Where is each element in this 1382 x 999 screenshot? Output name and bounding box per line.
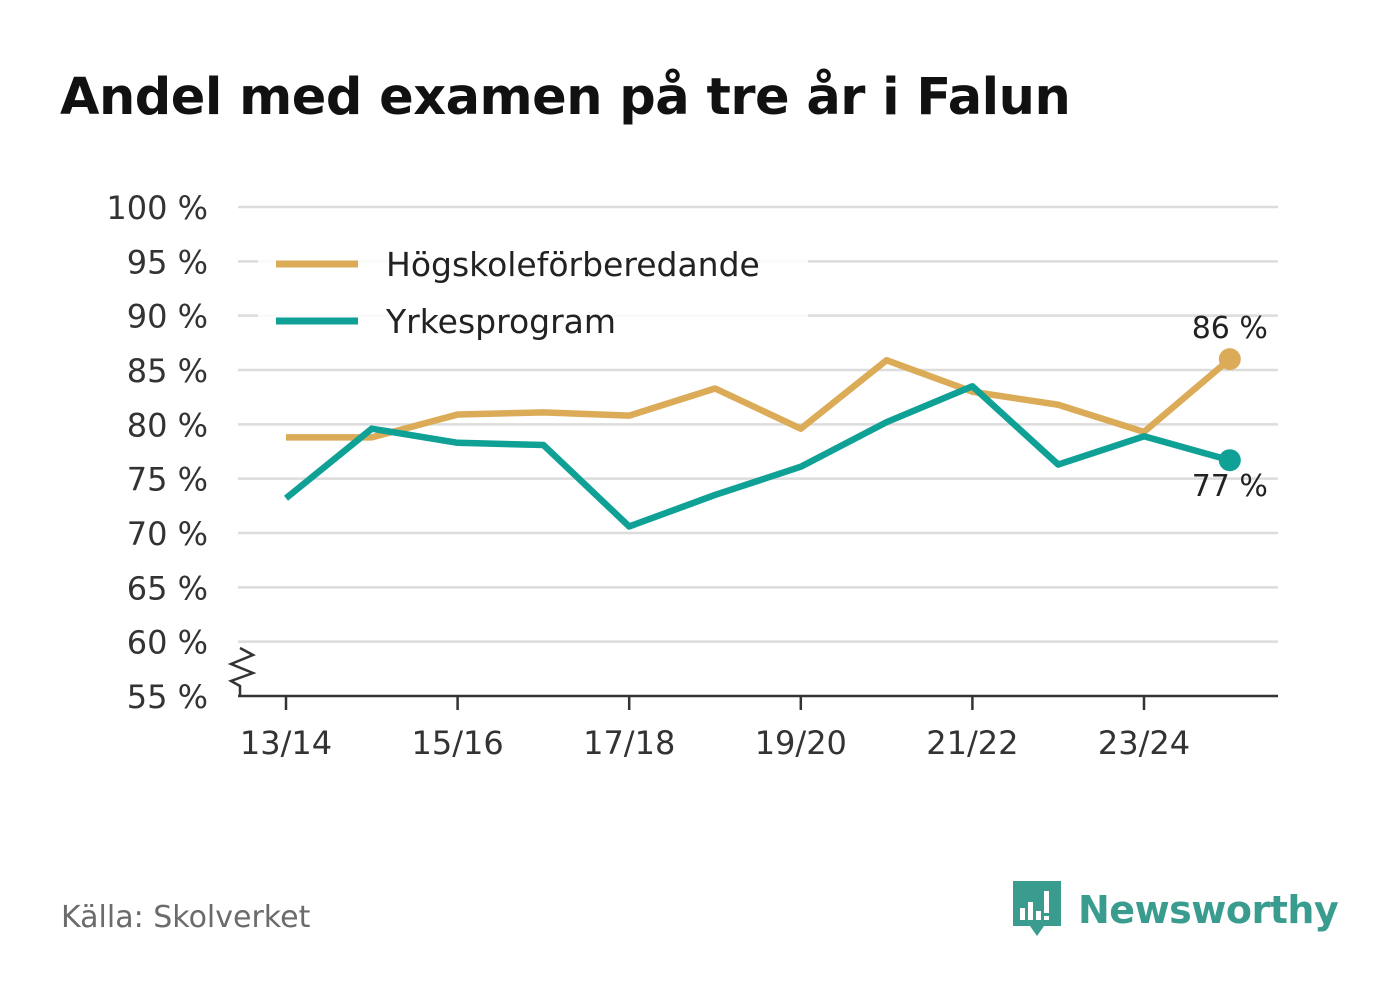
y-tick-label: 65 %	[127, 569, 208, 607]
end-value-label: 86 %	[1192, 311, 1268, 346]
series-end-point	[1218, 449, 1241, 472]
y-tick-label: 55 %	[127, 678, 208, 716]
x-tick-label: 13/14	[240, 724, 332, 762]
legend: Högskoleförberedande Yrkesprogram	[258, 232, 808, 350]
axis-break-icon	[227, 646, 257, 696]
series-end-point	[1218, 348, 1241, 371]
brand-logo: Newsworthy	[1010, 878, 1339, 942]
x-tick-labels: 13/14 15/16 17/18 19/20 21/22 23/24	[240, 724, 1190, 762]
x-axis	[238, 694, 1278, 710]
y-tick-label: 90 %	[127, 298, 208, 336]
series-line	[286, 356, 1232, 441]
series-line	[283, 383, 1231, 530]
legend-background	[258, 232, 808, 350]
x-tick-label: 17/18	[583, 724, 675, 762]
chart-title: Andel med examen på tre år i Falun	[60, 68, 1071, 127]
source-note: Källa: Skolverket	[61, 900, 311, 935]
y-tick-label: 60 %	[127, 624, 208, 662]
legend-label: Yrkesprogram	[385, 302, 616, 341]
y-tick-label: 75 %	[127, 461, 208, 499]
bar-chart-speech-bubble-icon	[1013, 881, 1061, 936]
x-tick-label: 15/16	[411, 724, 503, 762]
x-tick-label: 19/20	[755, 724, 847, 762]
y-tick-label: 85 %	[127, 352, 208, 390]
y-tick-label: 80 %	[127, 406, 208, 444]
y-tick-label: 100 %	[106, 189, 208, 227]
brand-name: Newsworthy	[1078, 888, 1339, 932]
x-tick-label: 21/22	[926, 724, 1018, 762]
end-value-label: 77 %	[1192, 469, 1268, 504]
x-tick-label: 23/24	[1098, 724, 1190, 762]
series-lines	[283, 348, 1241, 530]
end-labels: 86 % 77 %	[1192, 311, 1268, 504]
y-tick-labels: 100 % 95 % 90 % 85 % 80 % 75 % 70 % 65 % 60 % 55 …	[106, 189, 208, 716]
y-tick-label: 95 %	[127, 243, 208, 281]
y-tick-label: 70 %	[127, 515, 208, 553]
legend-label: Högskoleförberedande	[386, 245, 760, 284]
